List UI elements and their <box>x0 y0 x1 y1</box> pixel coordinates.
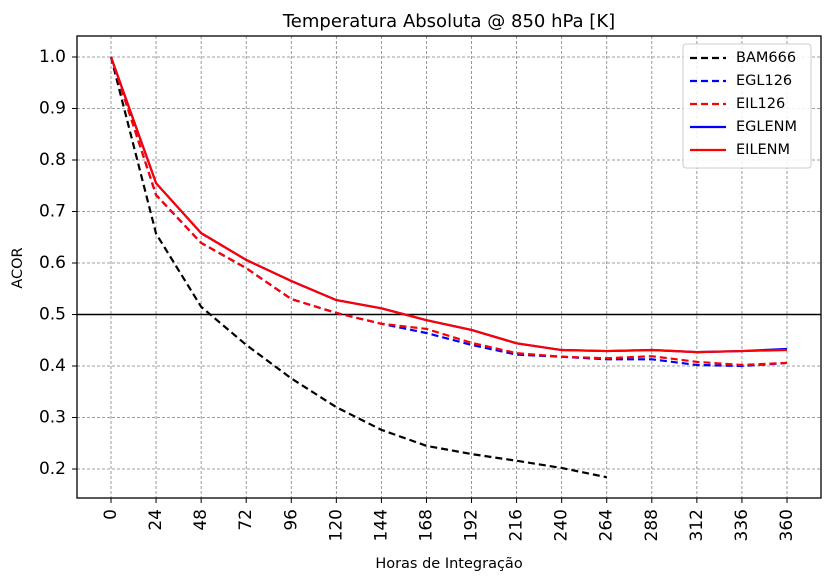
x-tick-label: 72 <box>236 509 256 531</box>
y-tick-label: 0.8 <box>39 150 66 170</box>
legend: BAM666 EGL126 EIL126 EGLENM EILENM <box>682 43 812 169</box>
y-tick-label: 0.3 <box>39 408 66 428</box>
y-tick-label: 1.0 <box>39 47 66 67</box>
y-tick-label: 0.5 <box>39 305 66 325</box>
y-tick-label: 0.6 <box>39 253 66 273</box>
x-tick-label: 336 <box>732 509 752 541</box>
x-tick-label: 240 <box>552 509 572 541</box>
x-tick-label: 360 <box>777 509 797 541</box>
series-line-eil126 <box>109 56 788 367</box>
x-tick-label: 312 <box>687 509 707 541</box>
legend-box <box>682 43 812 169</box>
y-tick-label: 0.7 <box>39 202 66 222</box>
x-tick-label: 168 <box>416 509 436 541</box>
series-line-bam666 <box>109 56 607 479</box>
legend-label-eil126: EIL126 <box>736 96 785 112</box>
chart-title: Temperatura Absoluta @ 850 hPa [K] <box>282 11 615 32</box>
x-tick-label: 120 <box>326 509 346 541</box>
legend-label-eglenm: EGLENM <box>736 119 797 135</box>
x-tick-label: 288 <box>642 509 662 541</box>
x-tick-label: 48 <box>191 509 211 531</box>
y-axis-label: ACOR <box>10 247 26 288</box>
x-axis-label: Horas de Integração <box>375 556 523 572</box>
x-tick-label: 96 <box>281 509 301 531</box>
x-tick-label: 216 <box>507 509 527 541</box>
series-line-eilenm <box>109 56 788 354</box>
x-tick-label: 0 <box>101 509 121 520</box>
axes-frame <box>76 35 822 499</box>
legend-label-eilenm: EILENM <box>736 142 790 158</box>
x-tick-label: 264 <box>597 509 617 541</box>
grid-lines <box>77 36 821 498</box>
x-tick-label: 192 <box>462 509 482 541</box>
y-tick-label: 0.4 <box>39 356 66 376</box>
x-tick-label: 144 <box>371 509 391 541</box>
x-axis-ticks: 0 24 48 72 96 120 144 168 192 216 240 264 288 312 336 3… <box>101 498 797 541</box>
legend-label-egl126: EGL126 <box>736 73 792 89</box>
y-axis-ticks: 0.2 0.3 0.4 0.5 0.6 0.7 0.8 0.9 1.0 <box>39 47 77 479</box>
series-group <box>109 56 788 479</box>
legend-label-bam666: BAM666 <box>736 50 796 66</box>
x-tick-label: 24 <box>146 509 166 531</box>
y-tick-label: 0.2 <box>39 459 66 479</box>
y-tick-label: 0.9 <box>39 99 66 119</box>
